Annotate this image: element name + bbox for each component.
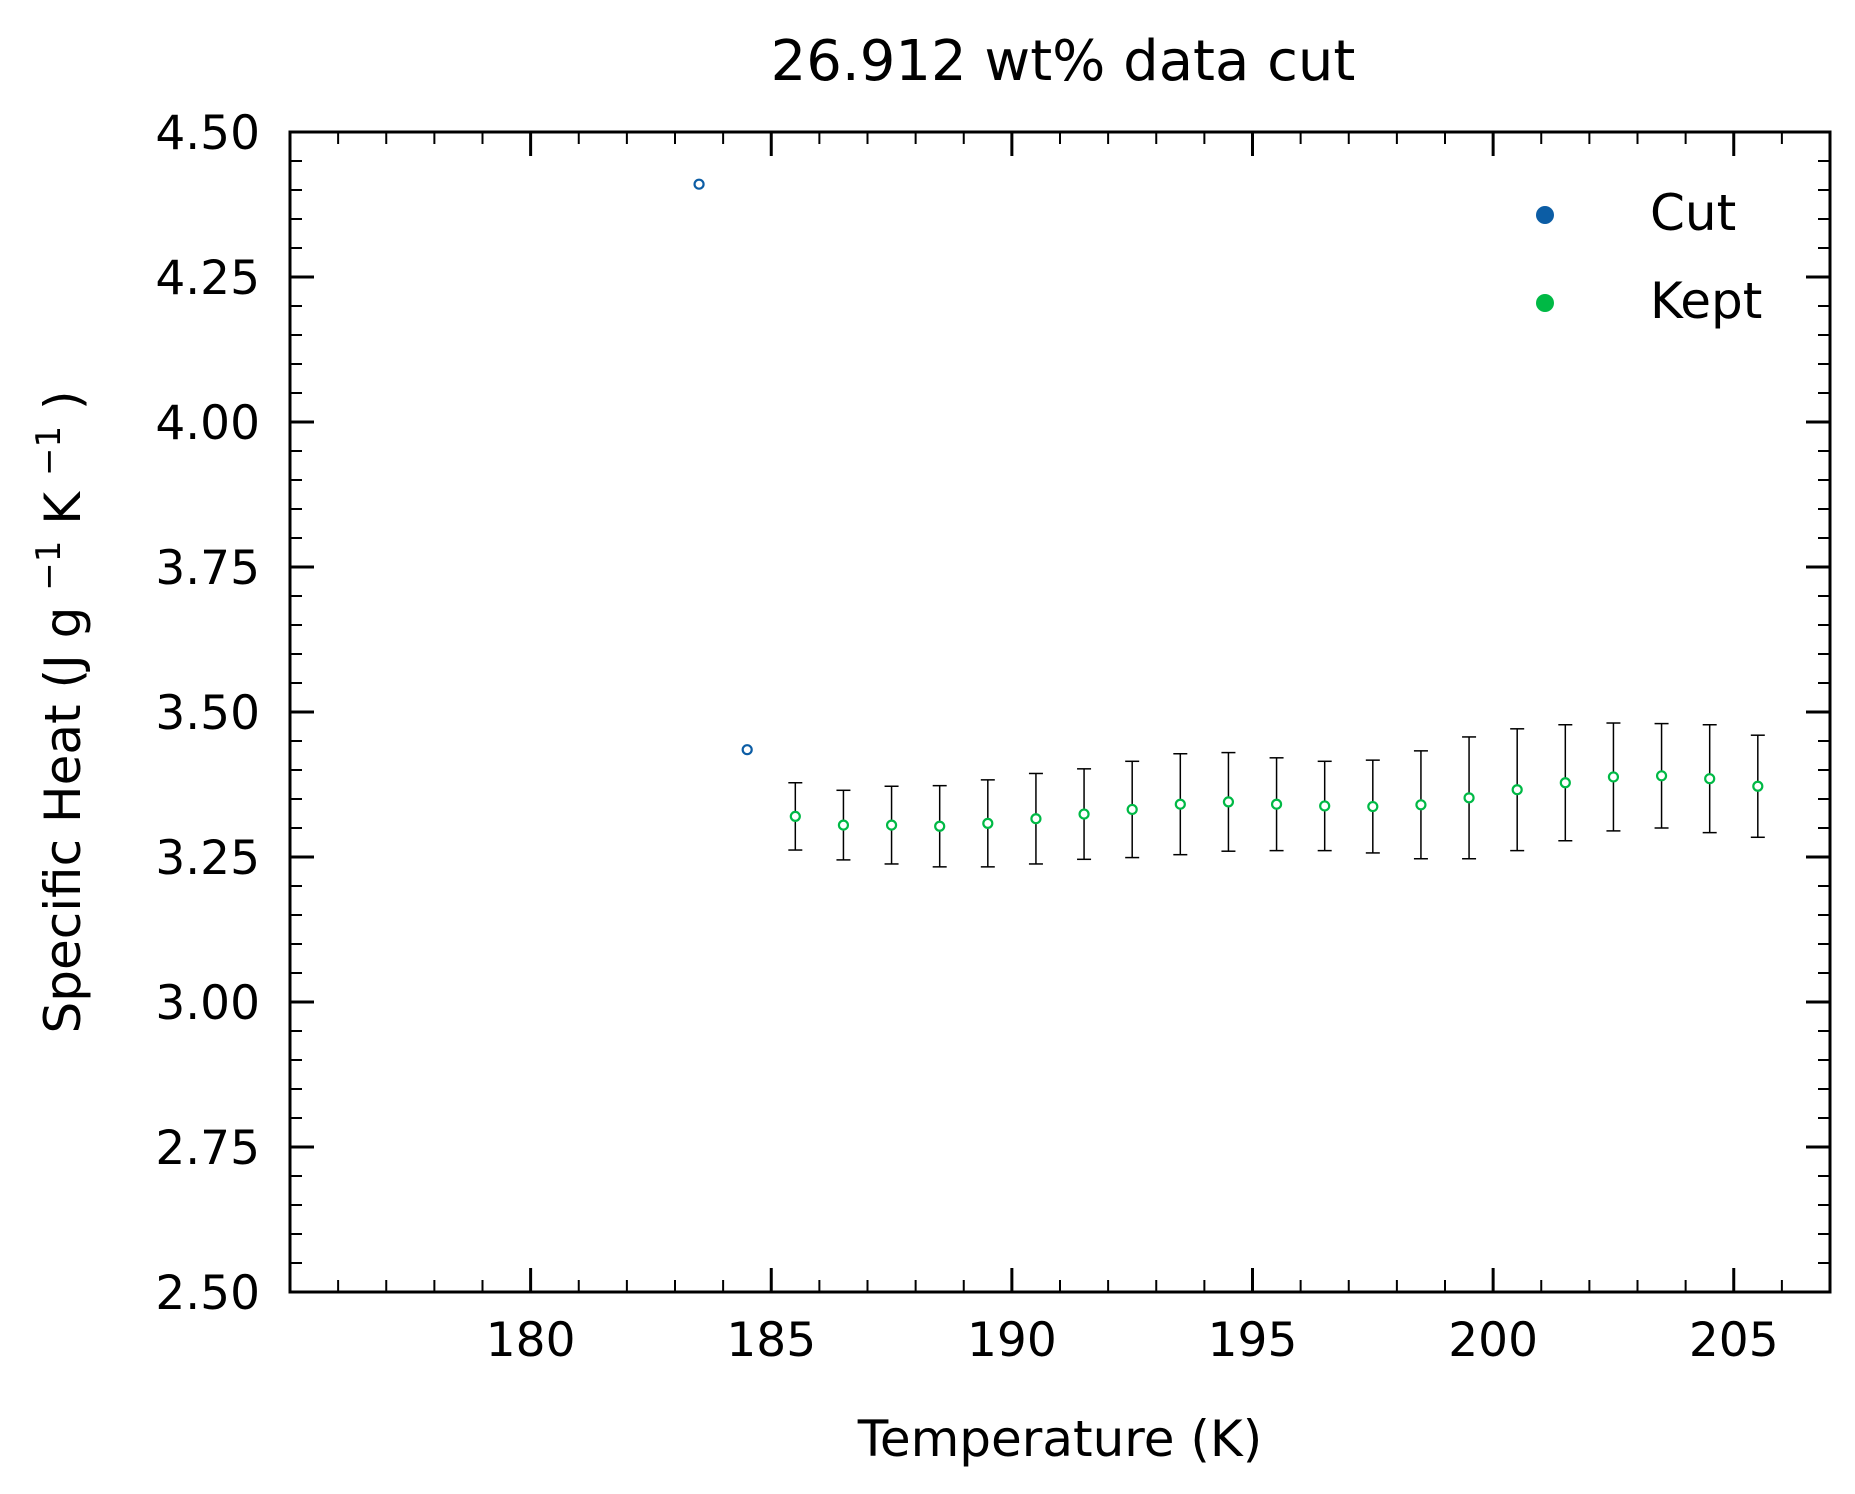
legend-marker-cut <box>1536 206 1554 224</box>
y-tick-label: 2.75 <box>155 1121 260 1176</box>
x-tick-label: 190 <box>967 1313 1057 1368</box>
y-tick-label: 2.50 <box>155 1266 260 1321</box>
y-tick-label: 4.00 <box>155 396 260 451</box>
data-point-kept <box>1704 773 1716 785</box>
data-point-kept <box>1319 800 1331 812</box>
y-axis-label-mid: K <box>34 491 92 525</box>
y-tick-label: 3.75 <box>155 541 260 596</box>
y-tick-label: 4.50 <box>155 106 260 161</box>
data-point-kept <box>837 819 850 831</box>
x-tick-label: 205 <box>1689 1313 1779 1368</box>
data-point-kept <box>1607 771 1620 783</box>
data-point-kept <box>1655 770 1668 782</box>
data-point-kept <box>934 820 946 832</box>
x-axis-tick-labels: 180 185 190 195 200 205 <box>486 1313 1779 1368</box>
data-point-kept <box>1174 798 1186 810</box>
data-points <box>693 178 1764 832</box>
y-axis-label-prefix: Specific Heat (J g <box>34 607 92 1034</box>
data-point-kept <box>1222 796 1235 808</box>
data-point-kept <box>1511 784 1523 796</box>
legend: Cut Kept <box>1536 184 1762 330</box>
data-point-kept <box>789 810 801 823</box>
y-axis-label: Specific Heat (J g −1 K −1 ) <box>14 390 92 1033</box>
y-axis-tick-labels: 2.50 2.75 3.00 3.25 3.50 3.75 4.00 4.25 4.50 <box>155 106 260 1321</box>
data-point-kept <box>885 819 898 831</box>
data-point-kept <box>1559 777 1571 789</box>
plot-area <box>288 130 1832 1294</box>
chart-title: 26.912 wt% data cut <box>771 29 1356 94</box>
data-point-kept <box>1367 800 1379 813</box>
y-axis-label-sup1: −1 <box>29 541 69 591</box>
y-tick-label: 3.25 <box>155 831 260 886</box>
legend-label-kept: Kept <box>1650 272 1762 330</box>
legend-marker-kept <box>1536 294 1554 312</box>
data-point-kept <box>1270 798 1283 810</box>
y-tick-label: 3.00 <box>155 976 260 1031</box>
x-tick-label: 200 <box>1448 1313 1538 1368</box>
y-axis-ticks <box>290 130 1830 1294</box>
y-axis-label-suffix: ) <box>34 390 92 410</box>
legend-label-cut: Cut <box>1650 184 1736 242</box>
x-tick-label: 180 <box>486 1313 576 1368</box>
y-tick-label: 3.50 <box>155 686 260 741</box>
data-point-kept <box>1752 780 1764 792</box>
data-point-kept <box>1030 813 1042 825</box>
x-axis-label: Temperature (K) <box>857 1410 1262 1468</box>
x-axis-ticks <box>289 132 1831 1292</box>
plot-border <box>288 130 1832 1294</box>
data-point-kept <box>1463 792 1475 804</box>
data-point-cut <box>693 178 705 190</box>
data-point-kept <box>982 817 994 829</box>
data-point-cut <box>741 744 753 756</box>
data-point-kept <box>1078 808 1090 820</box>
x-tick-label: 185 <box>726 1313 816 1368</box>
data-point-kept <box>1126 803 1138 816</box>
data-point-kept <box>1415 799 1427 811</box>
y-axis-label-sup2: −1 <box>29 426 69 476</box>
y-tick-label: 4.25 <box>155 251 260 306</box>
kept-errorbars <box>788 722 1765 868</box>
x-tick-label: 195 <box>1208 1313 1298 1368</box>
